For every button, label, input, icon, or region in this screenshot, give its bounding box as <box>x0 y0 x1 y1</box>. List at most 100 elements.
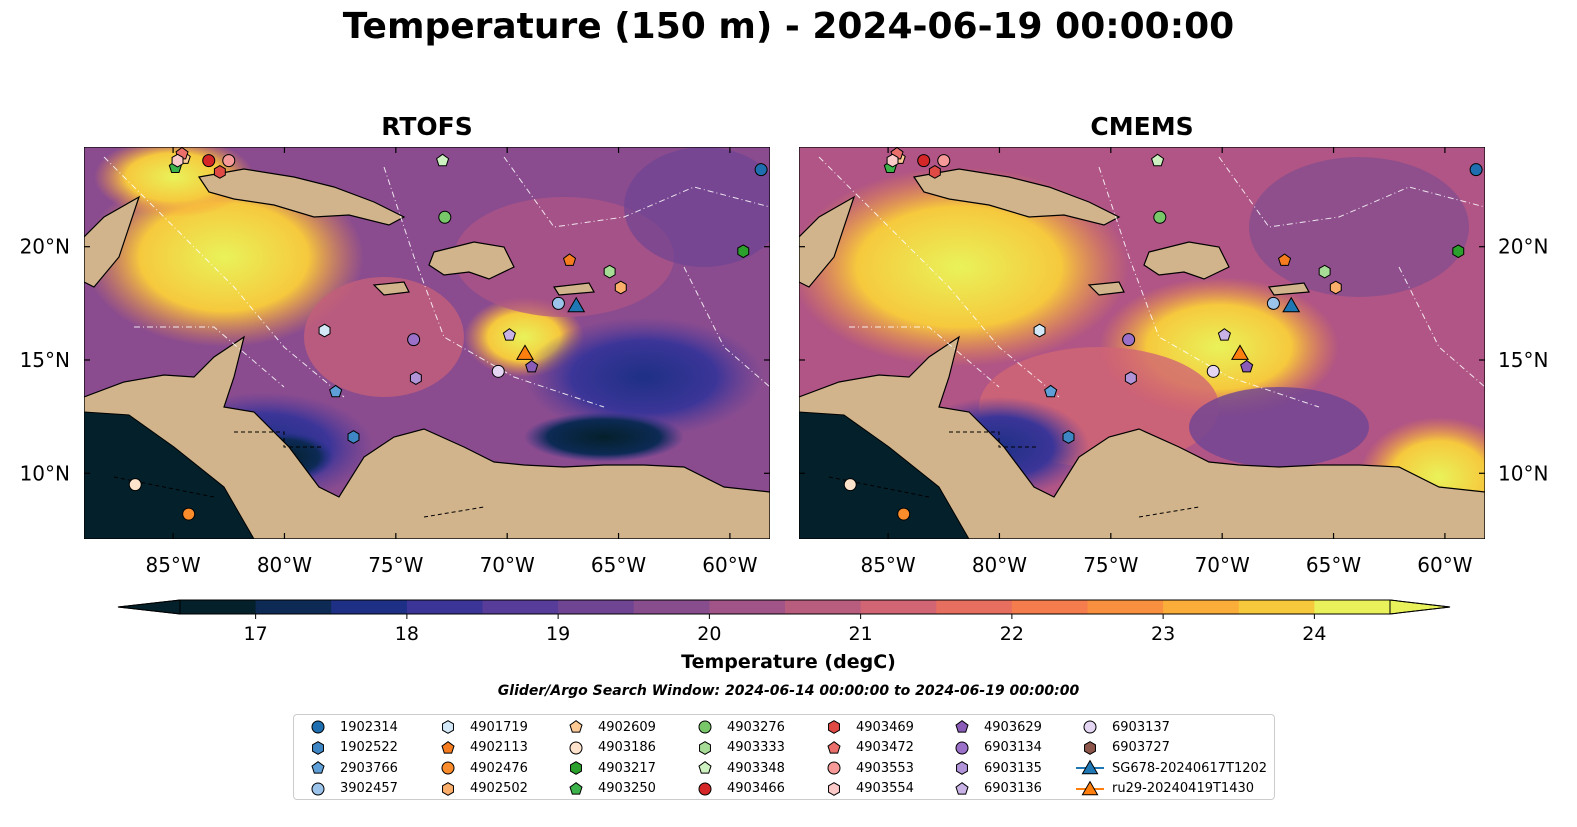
marker-4903217 <box>737 244 750 259</box>
lon-tick-label: 75°W <box>368 553 423 577</box>
legend-symbol <box>698 720 712 734</box>
marker-4902502 <box>1329 280 1342 295</box>
axis-labels: 85°W 80°W 75°W 70°W 65°W 60°W 85°W 80°W 75°W 70°W… <box>20 235 1549 577</box>
legend-marker <box>1076 780 1104 795</box>
legend-marker <box>311 782 325 795</box>
legend-marker <box>699 740 711 755</box>
colorbar-tick-label: 18 <box>395 623 419 645</box>
colorbar-extend-high <box>1389 599 1451 615</box>
legend-item: 4902502 <box>434 779 528 799</box>
marker-4903553 <box>937 154 951 168</box>
legend-item: 3902457 <box>304 779 398 799</box>
legend-symbol <box>956 761 968 775</box>
legend-symbol <box>699 740 711 755</box>
legend-item: 4903186 <box>562 738 656 758</box>
legend-label: 6903727 <box>1112 740 1170 755</box>
legend-marker <box>698 720 712 734</box>
legend-label: 6903137 <box>1112 719 1170 735</box>
marker-1902522 <box>347 430 360 444</box>
legend-label: 4902502 <box>470 781 528 796</box>
map-panel-cmems <box>799 147 1485 539</box>
marker-4902476 <box>897 507 911 521</box>
legend-marker <box>441 761 455 775</box>
legend-label: 4903553 <box>856 760 914 776</box>
marker-6903134 <box>407 333 421 347</box>
colorbar-outline <box>117 599 1451 615</box>
lon-tick-label: 60°W <box>1417 553 1472 577</box>
legend-item: 4903250 <box>562 779 656 799</box>
marker-4903348 <box>1151 153 1165 167</box>
panel-title-rtofs: RTOFS <box>381 112 473 141</box>
colorbar-segment <box>180 600 257 614</box>
marker-3902457 <box>551 296 565 310</box>
legend-item: 4903629 <box>948 717 1042 737</box>
lat-tick-label: 15°N <box>20 348 70 372</box>
colorbar-segment <box>1314 600 1391 614</box>
marker-1902314 <box>1469 163 1483 177</box>
marker-4903466 <box>202 154 216 168</box>
legend-label: 3902457 <box>340 781 398 796</box>
marker-4903554 <box>886 153 899 168</box>
legend-marker <box>442 781 454 796</box>
colorbar-tick-label: 21 <box>849 623 873 645</box>
marker-6903134 <box>1122 333 1136 347</box>
legend-marker <box>442 720 454 734</box>
lon-tick-label: 85°W <box>145 553 200 577</box>
legend-symbol <box>569 720 583 733</box>
legend-marker <box>955 741 969 754</box>
lon-tick-label: 70°W <box>1195 553 1250 577</box>
legend-item: 2903766 <box>304 758 398 778</box>
legend-marker <box>698 782 712 795</box>
legend-symbol <box>955 720 969 733</box>
legend-label: 6903136 <box>984 781 1042 796</box>
marker-4903217 <box>1452 244 1465 259</box>
marker-4903469 <box>928 165 941 179</box>
legend-marker <box>956 761 968 775</box>
colorbar-tick-label: 17 <box>244 623 268 645</box>
marker-6903137 <box>491 364 505 378</box>
legend-label: 4903348 <box>727 760 785 776</box>
map-panel-rtofs <box>84 147 770 539</box>
legend-symbol <box>569 741 583 754</box>
colorbar: 17 18 19 20 21 22 23 24 <box>117 599 1451 645</box>
colorbar-extend-low <box>117 599 181 615</box>
lon-tick-label: 80°W <box>972 553 1027 577</box>
marker-4903629 <box>1240 359 1254 373</box>
legend-item: 4903466 <box>691 779 785 799</box>
colorbar-segment <box>482 600 559 614</box>
legend-item: ru29-20240419T1430 <box>1076 779 1254 799</box>
legend-marker <box>569 720 583 733</box>
legend-marker <box>827 740 841 754</box>
legend-symbol <box>311 720 325 734</box>
marker-ru29-20240419T1430 <box>1231 344 1249 360</box>
legend-item: 4903348 <box>691 758 785 778</box>
legend-symbol <box>827 740 841 754</box>
legend-symbol <box>442 781 454 796</box>
legend-label: 6903134 <box>984 740 1042 755</box>
marker-4901719 <box>318 323 331 338</box>
legend-symbol <box>441 740 455 754</box>
marker-6903136 <box>502 328 516 341</box>
legend-marker <box>828 781 840 796</box>
legend-label: 4903276 <box>727 719 785 735</box>
legend-item: 4901719 <box>434 717 528 737</box>
legend-symbol <box>955 741 969 754</box>
marker-4903469 <box>213 165 226 179</box>
colorbar-segment <box>936 600 1013 614</box>
legend-symbol <box>828 720 840 734</box>
marker-4903333 <box>1318 264 1331 279</box>
legend-label: 4902476 <box>470 760 528 776</box>
lat-tick-label: 10°N <box>20 461 70 485</box>
legend-marker <box>311 720 325 734</box>
legend-symbol <box>1084 740 1096 755</box>
legend-symbol <box>441 761 455 775</box>
marker-4903629 <box>525 359 539 373</box>
marker-4903186 <box>128 478 142 492</box>
legend-label: SG678-20240617T1202 <box>1112 760 1268 776</box>
legend-symbol <box>311 782 325 795</box>
legend-item: 4903472 <box>820 738 914 758</box>
colorbar-segment <box>1163 600 1240 614</box>
marker-SG678-20240617T1202 <box>1282 296 1301 313</box>
legend-symbol <box>698 782 712 795</box>
legend-label: 4903472 <box>856 740 914 755</box>
